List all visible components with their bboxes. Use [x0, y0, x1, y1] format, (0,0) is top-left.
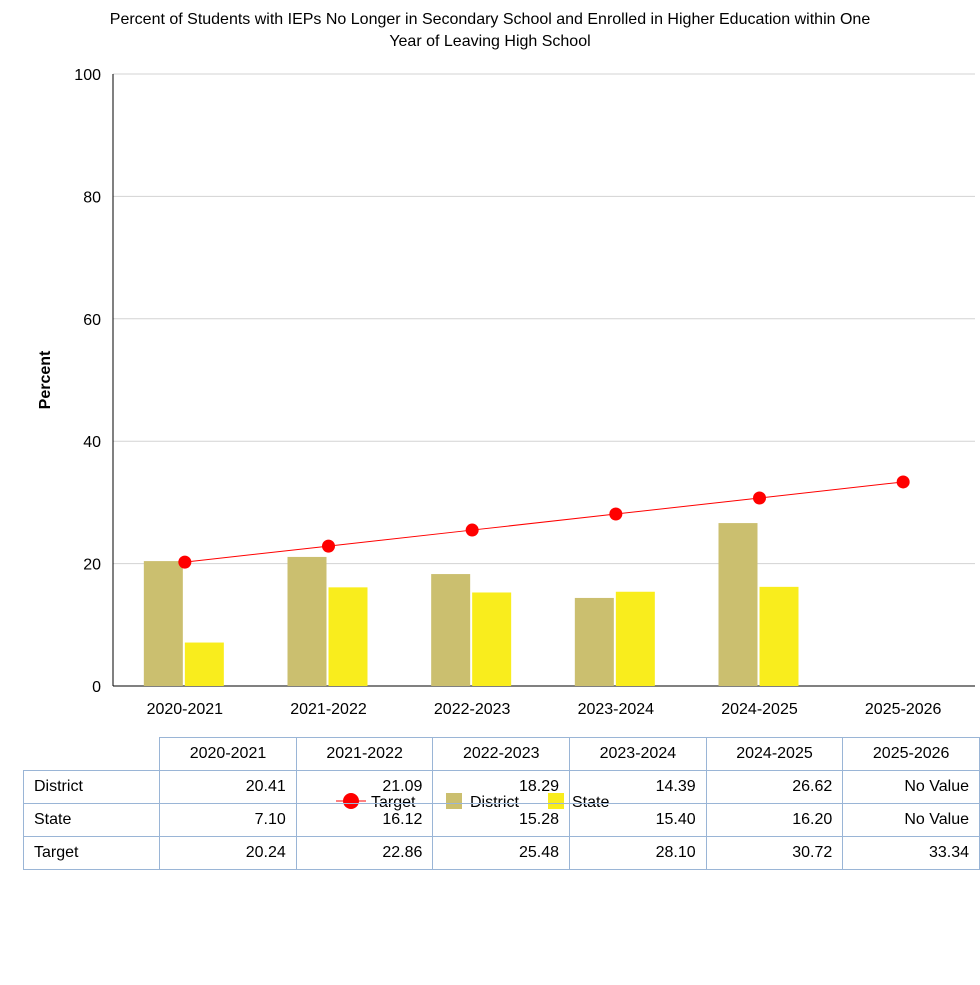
table-column-header: 2024-2025 [705, 737, 844, 771]
table-column-header: 2020-2021 [159, 737, 297, 771]
bar-district [431, 574, 471, 686]
target-point [753, 491, 766, 505]
target-point [322, 539, 335, 553]
y-tick-label: 20 [83, 557, 101, 574]
table-row-label: District [22, 770, 161, 804]
table-cell: 30.72 [705, 836, 844, 870]
table-row-label: State [22, 803, 161, 837]
table-cell: 15.40 [569, 803, 707, 837]
table-cell: 28.10 [569, 836, 707, 870]
table-column-header: 2021-2022 [295, 737, 434, 771]
x-tick-label: 2023-2024 [578, 701, 655, 718]
table-cell: 20.24 [159, 836, 297, 870]
bar-state [759, 586, 799, 686]
x-tick-label: 2020-2021 [147, 701, 224, 718]
x-tick-label: 2021-2022 [290, 701, 367, 718]
target-point [178, 555, 192, 569]
chart-title-line: Year of Leaving High School [389, 33, 590, 50]
target-point [896, 475, 910, 489]
table-cell: 18.29 [432, 770, 571, 804]
table-cell: 7.10 [159, 803, 297, 837]
table-column-header: 2023-2024 [569, 737, 707, 771]
table-cell: 21.09 [295, 770, 434, 804]
target-point [609, 507, 623, 521]
bar-state [615, 591, 655, 686]
table-cell: 20.41 [159, 770, 297, 804]
bar-district [287, 556, 327, 686]
y-tick-label: 80 [83, 189, 101, 206]
table-row-label: Target [22, 836, 161, 870]
bar-state [328, 587, 368, 686]
bar-district [574, 597, 614, 686]
bar-state [184, 642, 224, 686]
table-row: Target 20.24 22.86 25.48 28.10 30.72 33.34 [22, 836, 980, 870]
table-column-header: 2022-2023 [432, 737, 571, 771]
table-cell: 25.48 [432, 836, 571, 870]
x-tick-label: 2022-2023 [434, 701, 511, 718]
target-line [184, 481, 904, 563]
table-column-header: 2025-2026 [842, 737, 980, 771]
table-row: District 20.41 21.09 18.29 14.39 26.62 No Valu… [22, 770, 980, 804]
y-tick-label: 100 [74, 67, 101, 84]
table-cell: 14.39 [569, 770, 707, 804]
bar-district [143, 561, 183, 686]
table-cell: No Value [842, 803, 980, 837]
table-cell: 16.20 [705, 803, 844, 837]
table-cell: 22.86 [295, 836, 434, 870]
data-table: 2020-2021 2021-2022 2022-2023 2023-2024 2024… [22, 737, 980, 870]
x-tick-label: 2025-2026 [865, 701, 942, 718]
y-tick-label: 60 [83, 312, 101, 329]
table-header-row: 2020-2021 2021-2022 2022-2023 2023-2024 2024… [23, 737, 980, 771]
bar-state [472, 592, 512, 686]
y-tick-label: 40 [83, 434, 101, 451]
table-cell: 26.62 [705, 770, 844, 804]
y-tick-label: 0 [92, 679, 101, 696]
table-cell: 33.34 [842, 836, 980, 870]
bar-district [718, 523, 758, 686]
table-corner-cell [23, 737, 161, 771]
table-row: State 7.10 16.12 15.28 15.40 16.20 No Value [22, 803, 980, 837]
table-cell: 16.12 [295, 803, 434, 837]
y-axis-label: Percent [37, 350, 54, 409]
table-cell: No Value [842, 770, 980, 804]
table-cell: 15.28 [432, 803, 571, 837]
chart-title-line: Percent of Students with IEPs No Longer … [110, 11, 871, 28]
x-tick-label: 2024-2025 [721, 701, 798, 718]
target-point [465, 523, 479, 537]
